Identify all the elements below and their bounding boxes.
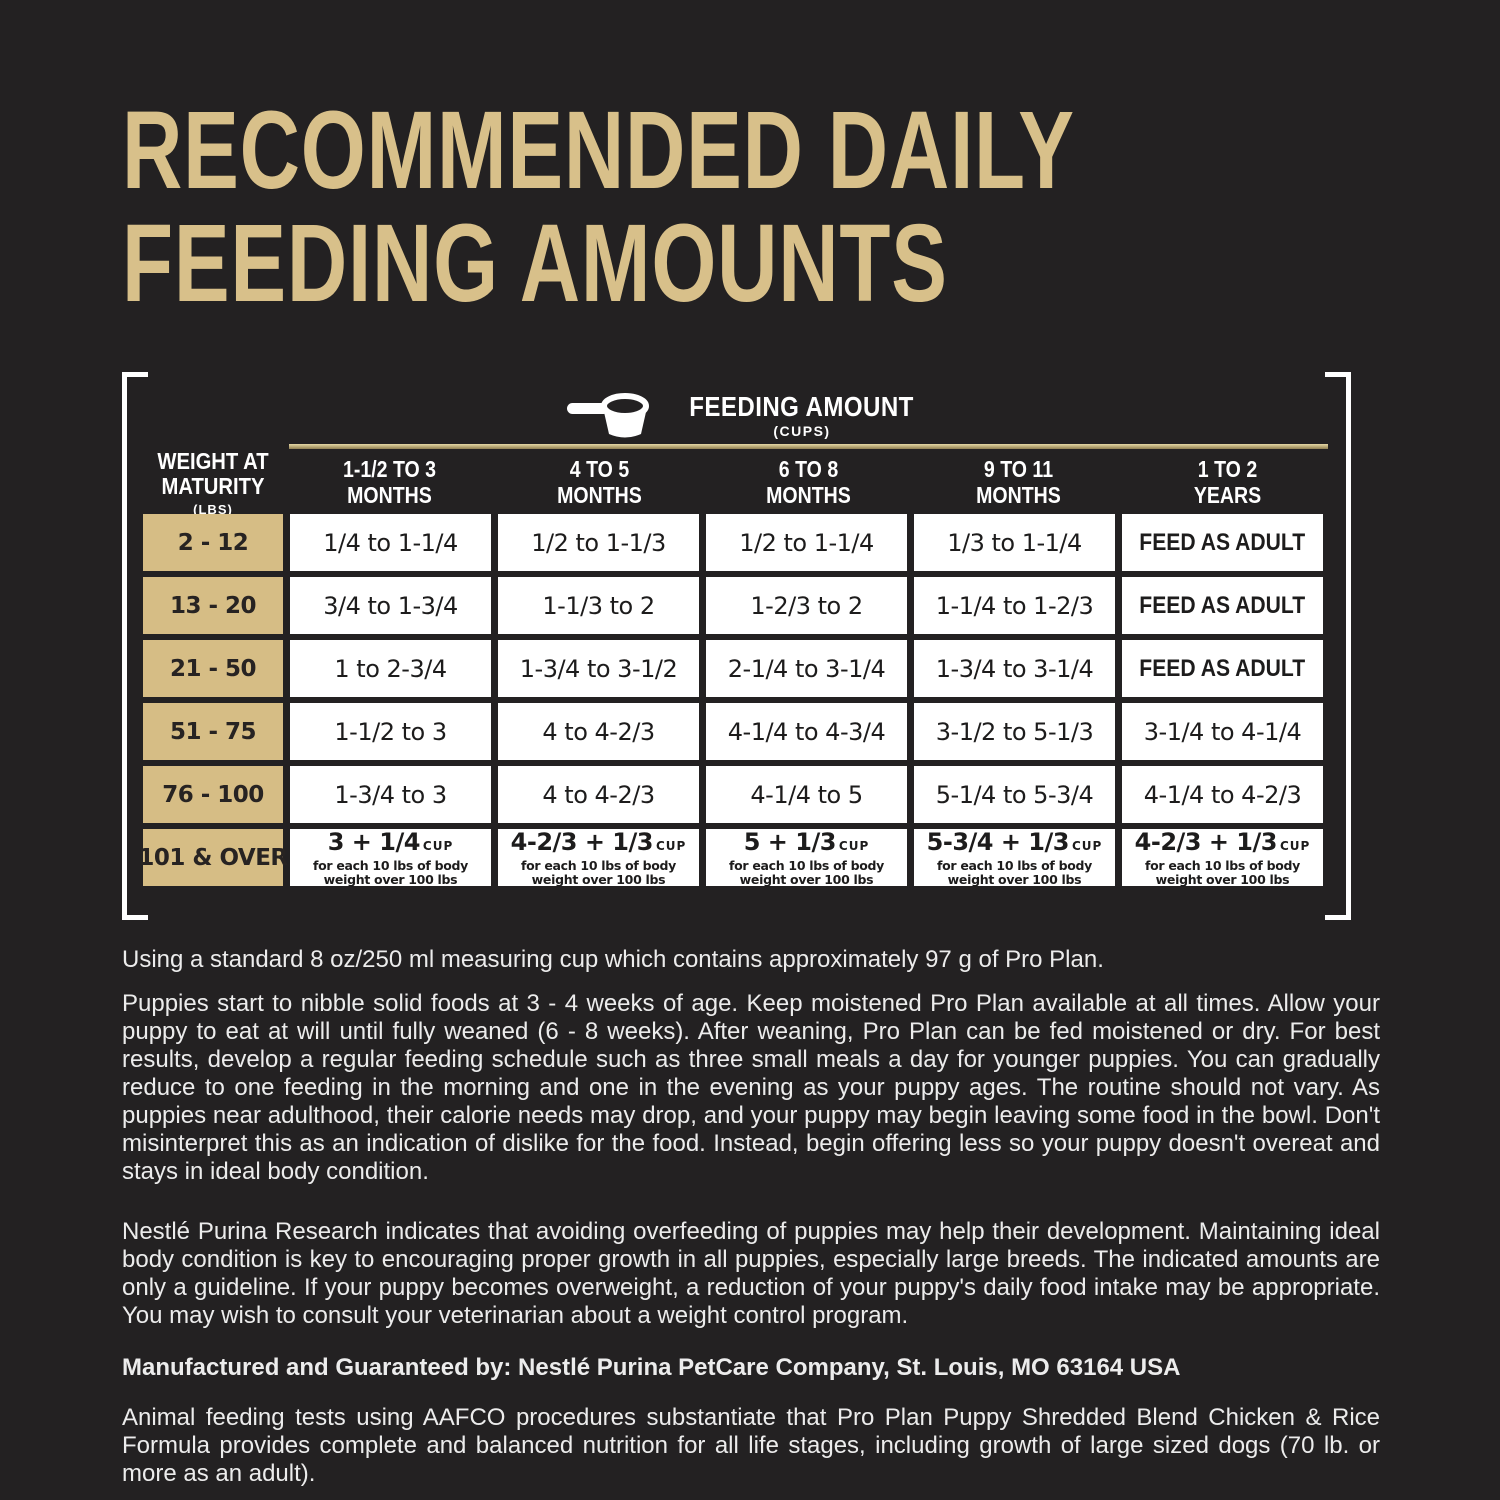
cup-unit-label: CUP [838, 838, 870, 853]
amount-cell: 1-1/2 to 3 [290, 703, 491, 760]
column-header-line: 1-1/2 TO 3 [342, 456, 437, 482]
amount-cell: 1/3 to 1-1/4 [914, 514, 1115, 571]
body-copy: Using a standard 8 oz/250 ml measuring c… [122, 946, 1380, 1488]
feeding-table: 2 - 12 1/4 to 1-1/4 1/2 to 1-1/3 1/2 to 1-1… [138, 514, 1323, 887]
amount-cell: 1 to 2-3/4 [290, 640, 491, 697]
amount-cell-over-100: 3 + 1/4 CUP for each 10 lbs of body weight … [290, 827, 491, 887]
column-header-line: 1 TO 2 [1197, 456, 1258, 482]
feed-as-adult-label: FEED AS ADULT [1139, 528, 1306, 556]
feed-as-adult-label: FEED AS ADULT [1139, 591, 1306, 619]
amount-note-line: weight over 100 lbs [739, 872, 874, 887]
amount-cell-over-100: 4-2/3 + 1/3 CUP for each 10 lbs of body wei… [498, 827, 699, 887]
amount-value: 4-2/3 + 1/3 CUP [510, 827, 687, 856]
cups-label: (CUPS) [773, 423, 831, 439]
amount-cell-over-100: 5 + 1/3 CUP for each 10 lbs of body weight … [706, 827, 907, 887]
amount-cell: 4-1/4 to 4-2/3 [1122, 766, 1323, 823]
amount-cell: 5-1/4 to 5-3/4 [914, 766, 1115, 823]
amount-cell: 1-3/4 to 3-1/4 [914, 640, 1115, 697]
feed-as-adult-label: FEED AS ADULT [1139, 654, 1306, 682]
paragraph-feeding-schedule: Puppies start to nibble solid foods at 3… [122, 990, 1380, 1185]
amount-cell: 4 to 4-2/3 [498, 703, 699, 760]
cup-unit-label: CUP [1071, 838, 1103, 853]
amount-value: 3 + 1/4 CUP [327, 827, 454, 856]
amount-cell: FEED AS ADULT [1122, 577, 1323, 634]
paragraph-aafco: Animal feeding tests using AAFCO procedu… [122, 1404, 1380, 1487]
column-header-line: MONTHS [556, 482, 642, 508]
column-header-line: 9 TO 11 [983, 456, 1053, 482]
page-title-line-1: RECOMMENDED DAILY [122, 89, 1075, 212]
amount-note-line: for each 10 lbs of body [729, 857, 884, 873]
paragraph-research: Nestlé Purina Research indicates that av… [122, 1218, 1380, 1329]
table-bracket-right [1325, 372, 1351, 920]
feeding-amount-label: FEEDING AMOUNT [689, 391, 915, 422]
amount-cell: 1-1/3 to 2 [498, 577, 699, 634]
weight-cell: 13 - 20 [143, 577, 283, 634]
table-bracket-left [122, 372, 148, 920]
amount-note-line: weight over 100 lbs [1155, 872, 1290, 887]
weight-cell: 76 - 100 [143, 766, 283, 823]
amount-value: 5 + 1/3 CUP [743, 827, 870, 856]
amount-cell: FEED AS ADULT [1122, 514, 1323, 571]
feeding-amount-header: FEEDING AMOUNT (CUPS) [0, 392, 1500, 440]
amount-note-line: weight over 100 lbs [947, 872, 1082, 887]
amount-cell: 3/4 to 1-3/4 [290, 577, 491, 634]
amount-cell: 3-1/4 to 4-1/4 [1122, 703, 1323, 760]
column-headers: 1-1/2 TO 3 MONTHS 4 TO 5 MONTHS 6 TO 8 MONTHS… [289, 456, 1328, 508]
amount-note-line: for each 10 lbs of body [313, 857, 468, 873]
column-header-line: MONTHS [975, 482, 1061, 508]
column-header-line: MONTHS [347, 482, 432, 508]
amount-cell-over-100: 5-3/4 + 1/3 CUP for each 10 lbs of body wei… [914, 827, 1115, 887]
amount-cell: 1-1/4 to 1-2/3 [914, 577, 1115, 634]
amount-cell: 1-3/4 to 3-1/2 [498, 640, 699, 697]
gold-divider-rule [289, 444, 1328, 449]
weight-header-line: MATURITY [161, 473, 265, 499]
amount-cell: 4-1/4 to 4-3/4 [706, 703, 907, 760]
column-header-4: 9 TO 11 MONTHS [918, 456, 1119, 508]
amount-value: 5-3/4 + 1/3 CUP [926, 827, 1103, 856]
column-header-line: MONTHS [766, 482, 851, 508]
cup-unit-label: CUP [1279, 838, 1311, 853]
weight-header-line: WEIGHT AT [157, 448, 269, 474]
amount-note-line: for each 10 lbs of body [521, 857, 676, 873]
weight-cell: 2 - 12 [143, 514, 283, 571]
feeding-amount-title: FEEDING AMOUNT (CUPS) [671, 391, 932, 440]
amount-cell: 4 to 4-2/3 [498, 766, 699, 823]
column-header-2: 4 TO 5 MONTHS [499, 456, 700, 508]
amount-cell-over-100: 4-2/3 + 1/3 CUP for each 10 lbs of body wei… [1122, 827, 1323, 887]
cup-unit-label: CUP [655, 838, 687, 853]
amount-cell: 3-1/2 to 5-1/3 [914, 703, 1115, 760]
measuring-cup-icon [567, 392, 655, 440]
weight-at-maturity-header: WEIGHT AT MATURITY (LBS) [143, 448, 283, 518]
cup-unit-label: CUP [422, 838, 454, 853]
paragraph-measuring-cup: Using a standard 8 oz/250 ml measuring c… [122, 946, 1104, 973]
amount-cell: 2-1/4 to 3-1/4 [706, 640, 907, 697]
column-header-5: 1 TO 2 YEARS [1127, 456, 1328, 508]
column-header-1: 1-1/2 TO 3 MONTHS [289, 456, 490, 508]
amount-note-line: for each 10 lbs of body [937, 857, 1092, 873]
amount-note-line: weight over 100 lbs [531, 872, 666, 887]
weight-cell: 21 - 50 [143, 640, 283, 697]
column-header-3: 6 TO 8 MONTHS [708, 456, 909, 508]
manufactured-by-line: Manufactured and Guaranteed by: Nestlé P… [122, 1354, 1181, 1381]
amount-cell: 1/4 to 1-1/4 [290, 514, 491, 571]
amount-cell: 1-2/3 to 2 [706, 577, 907, 634]
amount-cell: 1/2 to 1-1/3 [498, 514, 699, 571]
amount-value: 4-2/3 + 1/3 CUP [1134, 827, 1311, 856]
amount-cell: 1/2 to 1-1/4 [706, 514, 907, 571]
weight-cell: 101 & OVER [138, 829, 288, 886]
weight-header-units: (LBS) [193, 502, 233, 517]
column-header-line: YEARS [1193, 482, 1262, 508]
page-title-line-2: FEEDING AMOUNTS [122, 202, 948, 325]
amount-cell: FEED AS ADULT [1122, 640, 1323, 697]
column-header-line: 4 TO 5 [569, 456, 629, 482]
amount-cell: 4-1/4 to 5 [706, 766, 907, 823]
column-header-line: 6 TO 8 [778, 456, 839, 482]
amount-note-line: weight over 100 lbs [323, 872, 458, 887]
amount-cell: 1-3/4 to 3 [290, 766, 491, 823]
amount-note-line: for each 10 lbs of body [1145, 857, 1300, 873]
weight-cell: 51 - 75 [143, 703, 283, 760]
